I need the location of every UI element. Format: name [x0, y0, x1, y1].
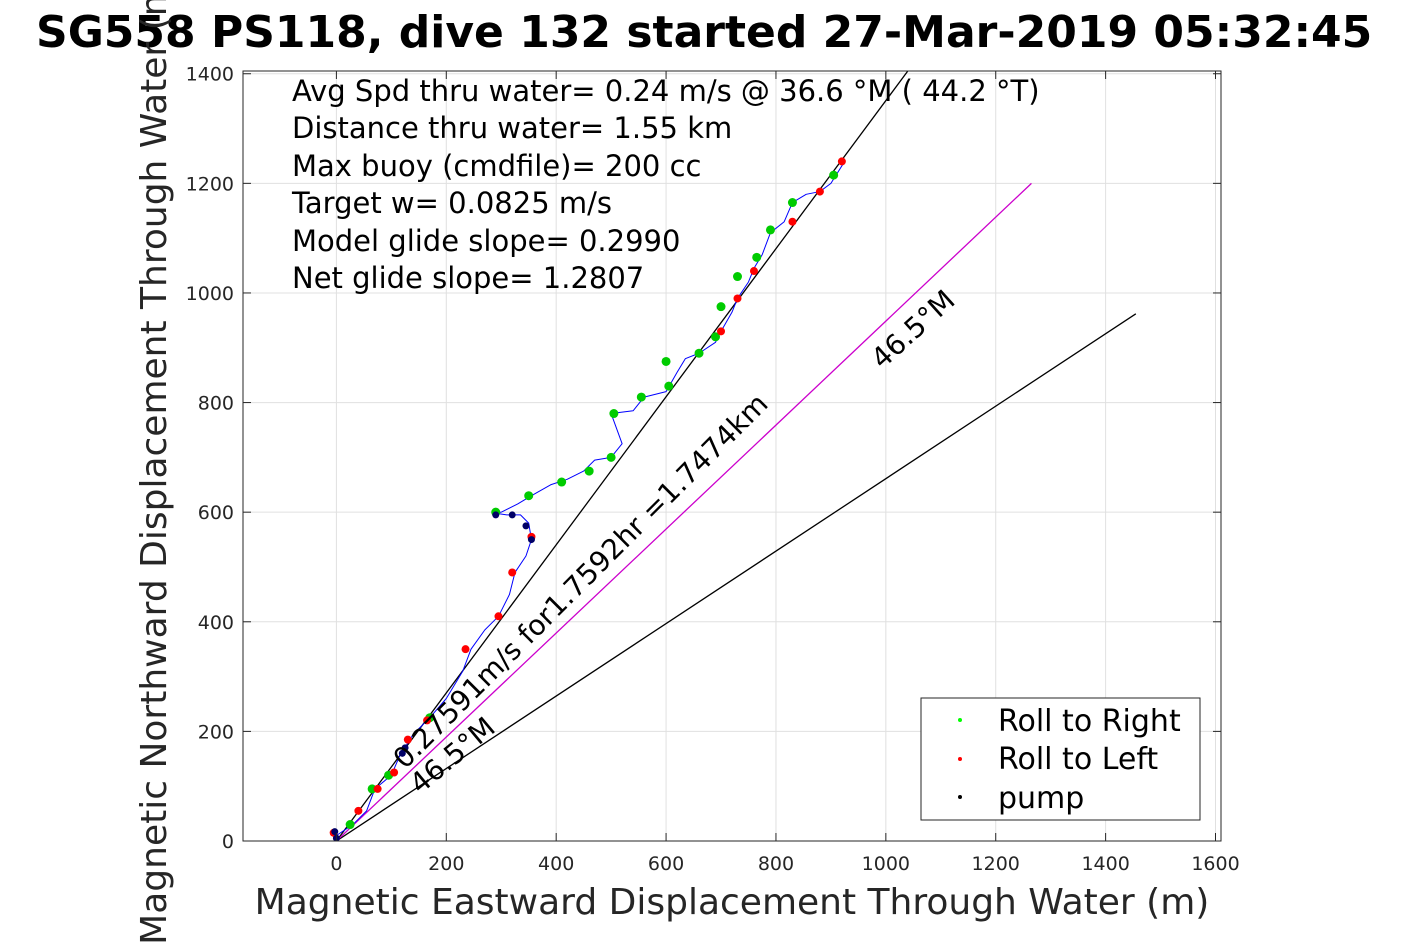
x-tick-label: 600 — [648, 853, 684, 875]
info-box: Avg Spd thru water= 0.24 m/s @ 36.6 °M (… — [291, 74, 1040, 295]
roll-left-marker — [390, 768, 399, 777]
roll-right-marker — [557, 477, 567, 487]
roll-left-marker — [508, 568, 517, 577]
legend-box — [920, 697, 1201, 821]
roll-right-marker — [584, 466, 594, 476]
y-tick-label: 600 — [198, 502, 234, 524]
roll-left-marker — [494, 612, 503, 621]
y-tick-label: 0 — [222, 831, 234, 853]
x-tick-label: 1600 — [1191, 853, 1239, 875]
y-tick-label: 1000 — [186, 283, 234, 305]
info-line: Target w= 0.0825 m/s — [291, 186, 612, 220]
markers — [329, 157, 846, 841]
x-tick-labels: 0 200 400 600 800 1000 1200 1400 1600 — [330, 853, 1239, 875]
x-axis-label: Magnetic Eastward Displacement Through W… — [255, 882, 1210, 923]
y-tick-label: 200 — [198, 721, 234, 743]
chart-title: SG558 PS118, dive 132 started 27-Mar-201… — [36, 7, 1372, 58]
info-line: Max buoy (cmdfile)= 200 cc — [292, 149, 701, 183]
roll-left-marker — [733, 294, 742, 303]
legend: Roll to Right Roll to Left pump — [920, 697, 1201, 821]
info-line: Distance thru water= 1.55 km — [292, 111, 732, 145]
reference-lines — [335, 71, 1137, 841]
legend-label-roll-right: Roll to Right — [998, 704, 1181, 739]
legend-marker-roll-right — [958, 718, 962, 722]
x-tick-label: 1200 — [972, 853, 1020, 875]
roll-right-marker — [732, 272, 742, 282]
roll-right-marker — [765, 225, 775, 235]
roll-left-marker — [749, 267, 758, 276]
roll-right-marker — [606, 452, 616, 462]
y-tick-label: 400 — [198, 612, 234, 634]
plot-frame — [242, 70, 1222, 842]
roll-right-marker — [752, 252, 762, 262]
y-tick-labels: 0 200 400 600 800 1000 1200 1400 — [186, 64, 234, 853]
roll-left-marker — [837, 157, 846, 166]
roll-left-marker — [815, 187, 824, 196]
info-line: Net glide slope= 1.2807 — [292, 261, 644, 295]
pump-marker — [331, 828, 339, 836]
x-tick-label: 1400 — [1081, 853, 1129, 875]
roll-left-marker — [423, 716, 432, 725]
roll-left-marker — [373, 784, 382, 793]
x-tick-label: 1000 — [862, 853, 910, 875]
roll-left-marker — [354, 806, 363, 815]
pump-marker — [508, 511, 516, 519]
roll-right-marker — [345, 820, 355, 830]
legend-label-pump: pump — [998, 781, 1084, 816]
roll-left-marker — [788, 217, 797, 226]
x-tick-label: 0 — [330, 853, 342, 875]
info-line: Model glide slope= 0.2990 — [292, 224, 680, 258]
roll-right-marker — [711, 332, 721, 342]
roll-right-marker — [524, 491, 534, 501]
x-tick-label: 200 — [428, 853, 464, 875]
pump-marker — [401, 744, 409, 752]
y-tick-label: 1400 — [186, 64, 234, 86]
roll-right-marker — [636, 392, 646, 402]
legend-marker-roll-left — [958, 757, 962, 761]
legend-label-roll-left: Roll to Left — [998, 742, 1158, 777]
pump-marker — [527, 536, 535, 544]
roll-left-marker — [717, 327, 726, 336]
roll-left-marker — [461, 645, 470, 654]
reference-line — [336, 313, 1137, 841]
x-tick-label: 800 — [758, 853, 794, 875]
roll-right-marker — [716, 302, 726, 312]
reference-line — [335, 182, 1032, 841]
pump-marker — [398, 749, 406, 757]
pump-marker — [492, 511, 500, 519]
roll-right-marker — [661, 356, 671, 366]
legend-marker-pump — [958, 795, 962, 799]
x-tick-label: 400 — [538, 853, 574, 875]
pump-marker — [522, 522, 530, 530]
info-line: Avg Spd thru water= 0.24 m/s @ 36.6 °M (… — [292, 74, 1040, 108]
roll-right-marker — [787, 198, 797, 208]
roll-left-marker — [403, 735, 412, 744]
reference-line — [335, 71, 909, 841]
ticks — [243, 71, 1221, 842]
roll-right-marker — [609, 409, 619, 419]
y-tick-label: 1200 — [186, 173, 234, 195]
y-axis-label: Magnetic Northward Displacement Through … — [134, 0, 175, 945]
roll-right-marker — [664, 381, 674, 391]
roll-right-marker — [694, 348, 704, 358]
roll-right-marker — [829, 170, 839, 180]
y-tick-label: 800 — [198, 393, 234, 415]
